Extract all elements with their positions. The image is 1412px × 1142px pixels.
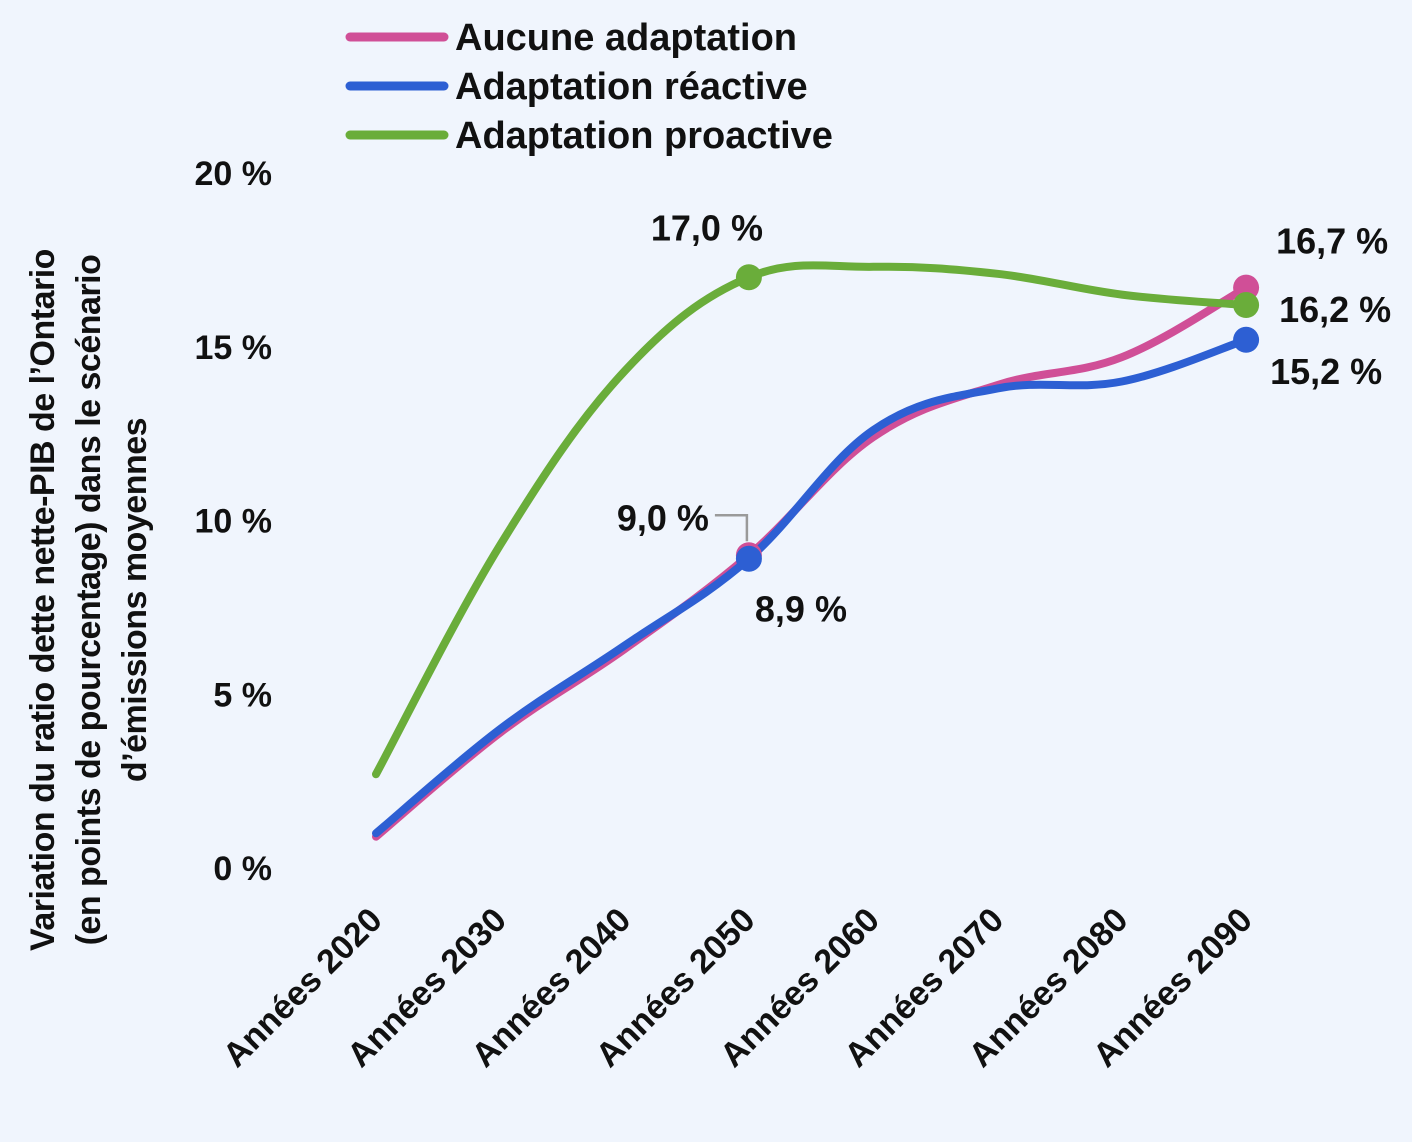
y-tick-label: 5 % (213, 676, 272, 714)
legend-label-adaptation-reactive: Adaptation réactive (455, 66, 808, 108)
data-point-adaptation-reactive (735, 545, 762, 572)
series-line-adaptation-reactive (372, 335, 1251, 838)
data-label: 8,9 % (755, 589, 847, 630)
data-point-adaptation-reactive (1233, 326, 1260, 353)
y-tick-label: 10 % (195, 503, 273, 541)
data-label: 9,0 % (617, 497, 709, 538)
y-tick-label: 0 % (213, 850, 272, 888)
data-label: 17,0 % (651, 207, 763, 248)
series-line-aucune-adaptation (372, 283, 1251, 841)
y-tick-label: 20 % (195, 155, 273, 193)
annotation-leader-line (714, 514, 749, 542)
y-tick-label: 15 % (195, 329, 273, 367)
legend-label-adaptation-proactive: Adaptation proactive (455, 115, 833, 157)
data-point-adaptation-proactive (735, 264, 762, 291)
series-line-adaptation-proactive (372, 261, 1251, 779)
legend-label-aucune-adaptation: Aucune adaptation (455, 17, 797, 59)
data-label: 16,2 % (1279, 289, 1391, 330)
data-label: 16,7 % (1276, 221, 1388, 262)
data-label: 15,2 % (1270, 351, 1382, 392)
data-point-adaptation-proactive (1233, 292, 1260, 319)
